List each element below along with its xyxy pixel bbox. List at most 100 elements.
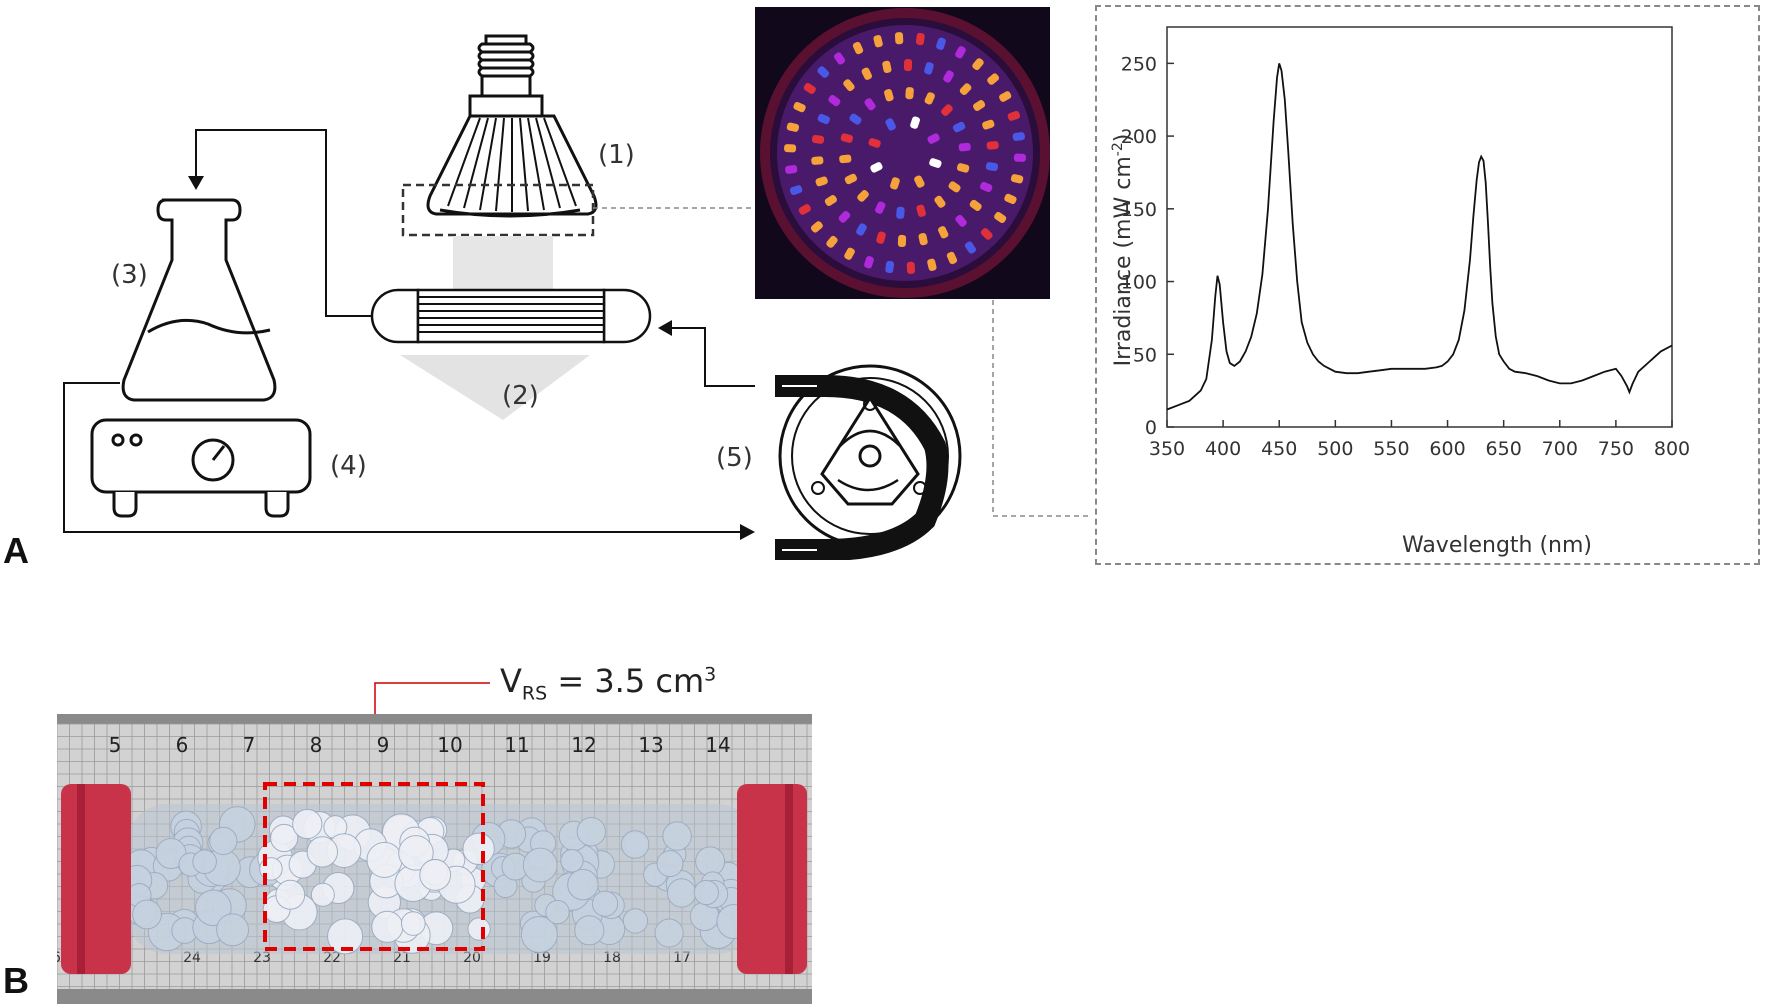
led-chip [843, 79, 855, 92]
arrow-to-flask [188, 176, 204, 190]
irradiance-series-line [1166, 63, 1673, 411]
led-chip [905, 87, 914, 100]
led-chip [1013, 153, 1026, 162]
bead [591, 890, 619, 917]
bead [467, 917, 491, 941]
ruler-top-number: 8 [310, 733, 323, 757]
led-chip [946, 251, 958, 265]
label-1: (1) [598, 140, 635, 170]
y-tick-label: 150 [1121, 199, 1157, 221]
led-chip [817, 66, 830, 78]
bead [620, 830, 650, 859]
led-chip [985, 162, 999, 172]
bead [192, 849, 217, 875]
y-axis-label: Irradiance (mW cm-2) [1110, 134, 1136, 367]
ruler-top-number: 6 [176, 733, 189, 757]
led-chip [870, 162, 883, 173]
x-tick-label: 550 [1373, 438, 1409, 460]
led-chip [890, 177, 900, 190]
bead [275, 879, 306, 910]
ruler-top-number: 10 [437, 733, 462, 757]
bead [327, 918, 364, 955]
led-chip [973, 100, 986, 111]
bead [462, 832, 495, 865]
led-chip [943, 70, 954, 83]
light-beam [453, 236, 553, 290]
bead [545, 899, 570, 925]
led-chip [885, 260, 895, 274]
ruler-top-number: 11 [504, 733, 529, 757]
arrow-to-pump [740, 524, 755, 540]
ruler-top-number: 13 [638, 733, 663, 757]
led-chip [924, 92, 935, 105]
led-chip [885, 118, 896, 131]
panel-label-b: B [3, 960, 29, 1001]
y-tick-label: 100 [1121, 272, 1157, 294]
x-tick-label: 500 [1317, 438, 1353, 460]
reactor-volume-annotation: VRS = 3.5 cm3 [500, 662, 717, 705]
led-chip [824, 195, 837, 206]
panel-label-a: A [3, 530, 29, 571]
bead [195, 889, 232, 927]
led-bulb-icon [426, 34, 598, 218]
packed-tube-photo: 56789101112131426252423222120191817 [57, 714, 812, 1004]
led-chip [856, 223, 867, 236]
y-tick-label: 0 [1145, 417, 1157, 439]
x-tick-label: 350 [1149, 438, 1185, 460]
ruler-bottom-number: 26 [57, 950, 61, 966]
led-chip [929, 158, 942, 168]
led-chip [798, 204, 811, 215]
x-tick-label: 650 [1486, 438, 1522, 460]
led-chip [803, 82, 816, 94]
led-chip [793, 101, 806, 113]
ruler-top-number: 14 [705, 733, 730, 757]
y-tick-label: 250 [1121, 53, 1157, 75]
bead [654, 918, 684, 948]
setup-schematic [63, 34, 1090, 560]
flow-lines [63, 129, 755, 533]
led-chip [927, 258, 937, 271]
y-tick-label: 50 [1133, 344, 1157, 366]
bead [310, 882, 335, 907]
bulb-highlight-box [401, 183, 595, 237]
bead [560, 849, 584, 873]
led-chip [896, 206, 905, 219]
led-chip [852, 41, 864, 55]
peristaltic-pump-icon [775, 364, 962, 560]
led-chip [986, 141, 999, 150]
led-array-photo [755, 7, 1050, 299]
led-chip [916, 204, 926, 217]
bead [574, 915, 605, 946]
led-chip [810, 221, 823, 233]
led-chip [786, 122, 800, 132]
led-chip [927, 133, 940, 144]
led-chip [964, 241, 976, 254]
bead [666, 878, 697, 908]
led-chip [857, 190, 869, 202]
led-chip [955, 214, 967, 227]
bead [292, 808, 323, 840]
bead [400, 911, 426, 936]
led-chip [828, 94, 841, 107]
bead [216, 913, 250, 947]
bead [209, 826, 238, 856]
led-chip [955, 46, 966, 59]
led-chip [834, 52, 846, 65]
led-chip [876, 231, 886, 244]
led-chip [873, 35, 883, 48]
led-chip [864, 256, 874, 269]
led-chip [958, 142, 971, 152]
x-tick-label: 800 [1654, 438, 1690, 460]
led-chip [861, 67, 872, 80]
bead [576, 816, 606, 847]
label-3: (3) [111, 260, 148, 290]
bead [132, 899, 162, 930]
bead [693, 879, 719, 906]
ruler-top-number: 5 [109, 733, 122, 757]
stirrer-icon [90, 418, 312, 518]
right-cap-icon [737, 784, 807, 974]
x-tick-label: 750 [1598, 438, 1634, 460]
led-chip [784, 144, 797, 153]
bead [522, 847, 558, 883]
